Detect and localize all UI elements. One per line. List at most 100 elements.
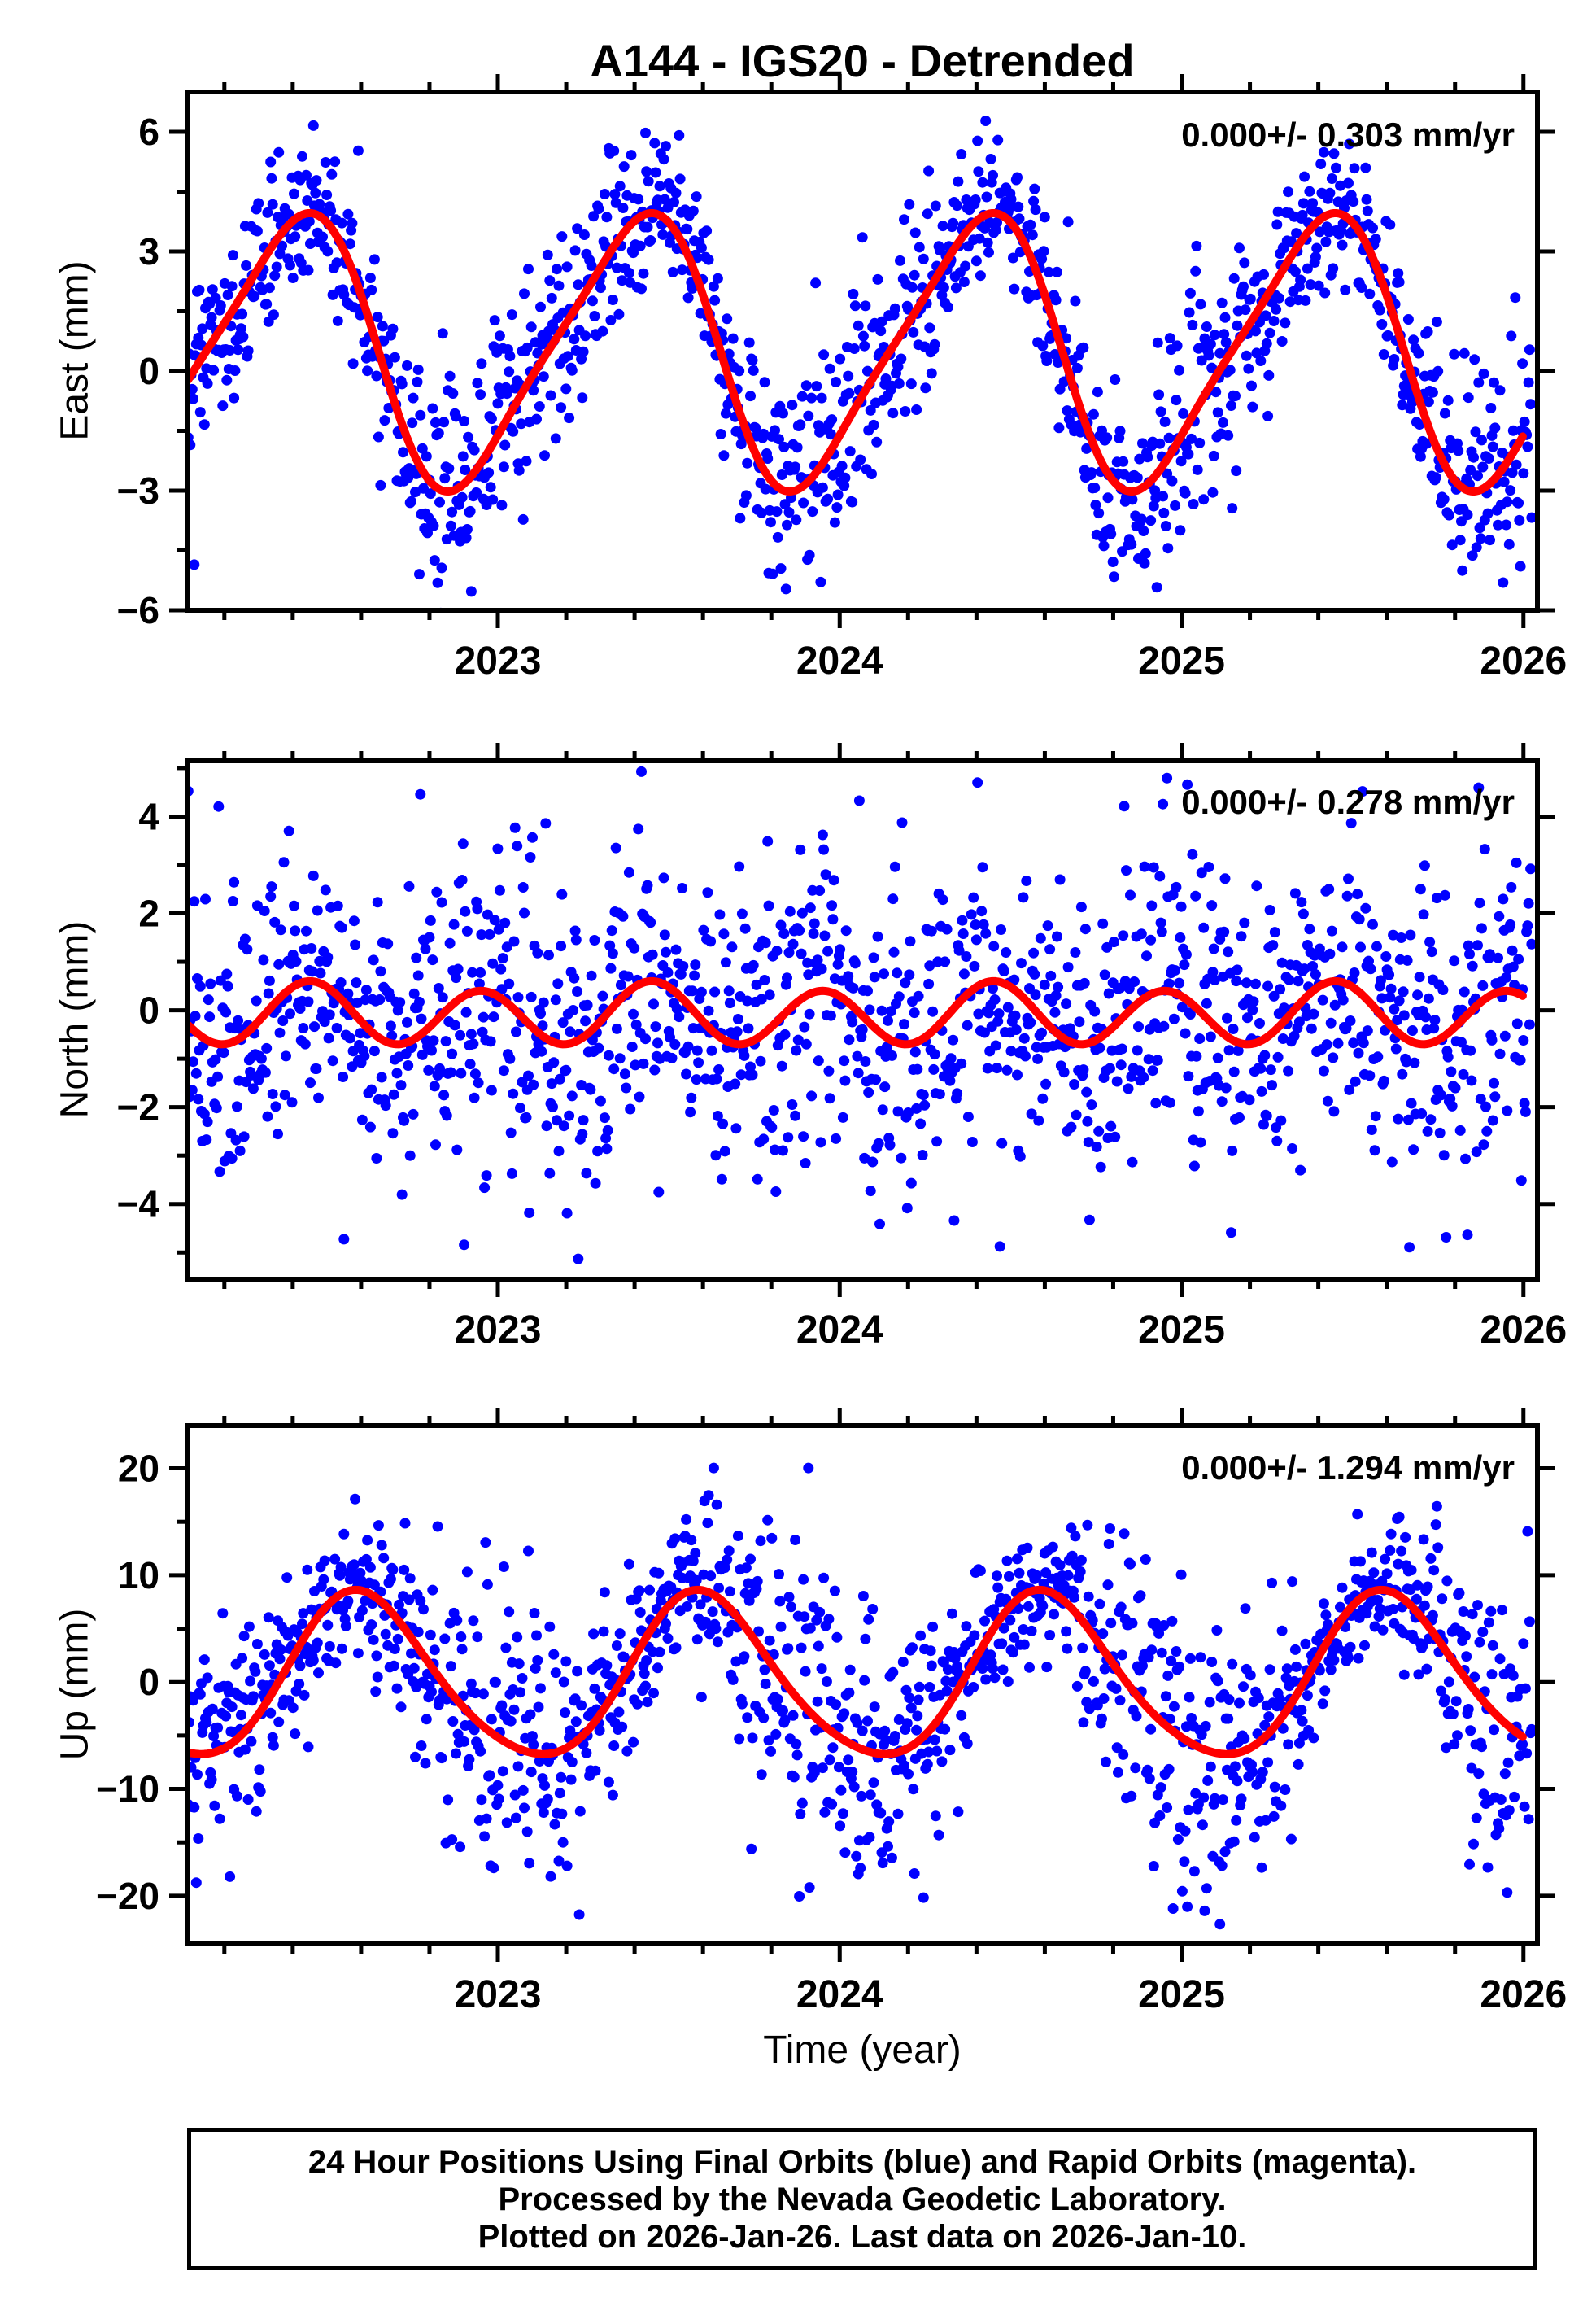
scatter-point (734, 1733, 745, 1745)
scatter-point (1509, 1791, 1520, 1802)
scatter-point (1009, 974, 1020, 985)
scatter-point (654, 181, 665, 192)
scatter-point (1184, 287, 1196, 299)
scatter-point (817, 1762, 828, 1774)
scatter-point (1176, 1885, 1188, 1897)
scatter-point (691, 191, 702, 203)
scatter-point (1424, 937, 1436, 948)
scatter-point (385, 1574, 396, 1585)
scatter-point (408, 988, 420, 999)
scatter-point (1156, 926, 1167, 937)
scatter-point (613, 308, 625, 320)
scatter-point (1110, 374, 1121, 385)
scatter-point (187, 383, 198, 395)
scatter-point (799, 1021, 810, 1033)
scatter-point (800, 380, 812, 391)
scatter-point (1320, 236, 1332, 247)
scatter-point (922, 208, 933, 220)
scatter-point (460, 906, 471, 917)
scatter-point (985, 1649, 996, 1661)
scatter-point (909, 269, 920, 281)
scatter-point (430, 1139, 441, 1151)
scatter-point (970, 919, 981, 930)
scatter-point (262, 207, 273, 218)
scatter-point (641, 1655, 652, 1666)
scatter-point (926, 368, 937, 379)
scatter-point (1259, 1719, 1271, 1731)
scatter-point (1216, 1860, 1228, 1871)
scatter-point (1103, 1539, 1114, 1549)
scatter-point (523, 1070, 534, 1081)
scatter-point (1502, 1105, 1513, 1116)
scatter-point (1404, 1242, 1415, 1253)
scatter-point (396, 378, 408, 390)
scatter-point (682, 224, 693, 235)
scatter-point (235, 323, 246, 334)
scatter-point (775, 919, 787, 931)
scatter-point (1182, 779, 1193, 790)
scatter-point (822, 946, 834, 957)
scatter-point (957, 915, 968, 926)
scatter-point (456, 491, 468, 503)
scatter-point (608, 1740, 620, 1751)
scatter-point (303, 264, 314, 276)
scatter-point (428, 520, 439, 531)
scatter-point (615, 980, 626, 991)
scatter-point (504, 1606, 515, 1618)
scatter-point (887, 1050, 897, 1061)
scatter-point (1473, 377, 1485, 388)
scatter-point (515, 1687, 525, 1698)
scatter-point (1141, 950, 1152, 962)
scatter-point (696, 986, 707, 998)
scatter-point (222, 290, 233, 300)
scatter-point (273, 1716, 285, 1727)
scatter-point (1299, 963, 1310, 975)
scatter-point (743, 1578, 754, 1589)
scatter-point (948, 217, 959, 229)
scatter-point (982, 237, 993, 248)
scatter-point (1353, 1047, 1364, 1059)
scatter-point (371, 1650, 382, 1662)
scatter-point (836, 461, 848, 472)
scatter-point (268, 309, 279, 321)
scatter-point (1393, 277, 1405, 288)
scatter-point (396, 1189, 408, 1200)
scatter-point (1013, 201, 1024, 212)
scatter-point (859, 1152, 870, 1164)
scatter-point (936, 1756, 948, 1767)
scatter-point (1449, 1739, 1460, 1750)
scatter-point (952, 1088, 963, 1099)
scatter-point (1507, 425, 1519, 436)
scatter-point (303, 1741, 314, 1753)
scatter-point (734, 861, 745, 872)
scatter-point (336, 922, 347, 933)
scatter-point (975, 1566, 986, 1576)
scatter-point (1402, 1114, 1414, 1125)
scatter-point (1475, 533, 1486, 544)
scatter-point (1109, 937, 1119, 948)
scatter-point (498, 461, 509, 473)
scatter-point (601, 1660, 613, 1671)
scatter-point (1155, 917, 1166, 928)
scatter-point (1326, 925, 1337, 937)
scatter-point (202, 1672, 213, 1684)
scatter-point (1494, 1823, 1505, 1834)
scatter-point (928, 1063, 940, 1075)
scatter-point (1489, 422, 1501, 434)
scatter-point (1078, 1717, 1089, 1728)
scatter-point (911, 1724, 922, 1736)
scatter-point (762, 836, 774, 847)
scatter-point (1523, 898, 1534, 909)
scatter-point (1261, 1110, 1272, 1121)
scatter-point (1293, 976, 1304, 987)
scatter-point (1212, 1052, 1223, 1063)
scatter-point (1143, 1054, 1154, 1065)
scatter-point (561, 261, 573, 273)
scatter-point (652, 1662, 663, 1674)
scatter-point (869, 972, 880, 983)
north-fit-curve (187, 976, 1527, 1049)
scatter-point (187, 1085, 198, 1096)
scatter-point (1474, 898, 1485, 909)
scatter-point (1193, 1106, 1204, 1117)
scatter-point (1343, 873, 1354, 884)
